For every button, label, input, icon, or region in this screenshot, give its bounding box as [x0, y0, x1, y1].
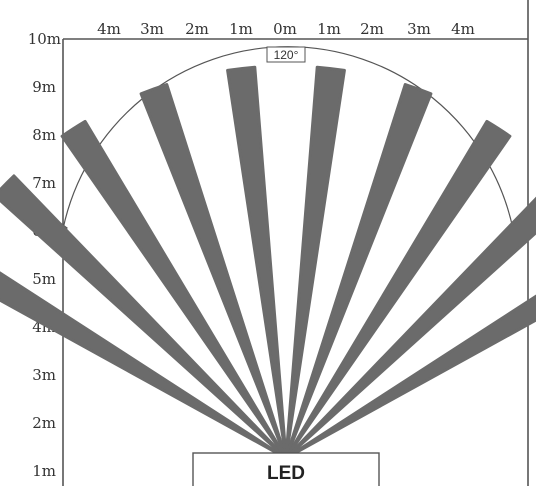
- detection-beam-4: [139, 83, 288, 460]
- top-axis-label-4m-left: 4m: [97, 20, 121, 38]
- left-axis-label-7m: 7m: [32, 174, 56, 192]
- detection-beams: [0, 65, 536, 460]
- detection-beam-10: [284, 294, 536, 460]
- top-axis-label-3m-left: 3m: [140, 20, 164, 38]
- detection-beam-7: [284, 83, 433, 460]
- sensor-label: LED: [267, 463, 305, 484]
- detection-beam-5: [226, 65, 288, 460]
- left-axis-label-2m: 2m: [32, 414, 56, 432]
- angle-label: 120°: [274, 48, 299, 62]
- detection-beam-8: [284, 119, 512, 460]
- detection-beam-6: [284, 65, 346, 460]
- angle-label-box: [266, 46, 306, 63]
- left-axis-label-5m: 5m: [32, 270, 56, 288]
- top-axis-label-4m-right: 4m: [451, 20, 475, 38]
- top-axis-label-3m-right: 3m: [407, 20, 431, 38]
- top-axis-label-2m-right: 2m: [360, 20, 384, 38]
- left-axis-label-10m: 10m: [28, 30, 61, 48]
- left-axis-label-8m: 8m: [32, 126, 56, 144]
- top-axis-label-1m-right: 1m: [317, 20, 341, 38]
- left-axis-label-3m: 3m: [32, 366, 56, 384]
- top-axis-label-2m-left: 2m: [185, 20, 209, 38]
- top-axis-label-0m: 0m: [273, 20, 297, 38]
- sensor-box: [192, 452, 380, 486]
- detection-beam-1: [0, 271, 288, 460]
- top-axis-label-1m-left: 1m: [229, 20, 253, 38]
- left-axis-label-9m: 9m: [32, 78, 56, 96]
- detection-beam-2: [0, 174, 288, 460]
- detection-beam-3: [60, 119, 288, 460]
- detection-beam-9: [284, 196, 536, 460]
- left-axis-label-1m: 1m: [32, 462, 56, 480]
